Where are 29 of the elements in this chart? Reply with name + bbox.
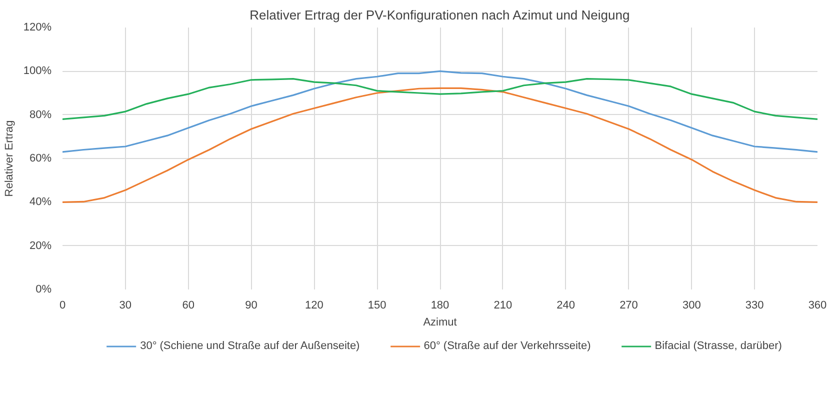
- y-tick-label: 100%: [23, 65, 52, 78]
- x-axis-title: Azimut: [423, 316, 457, 328]
- y-tick-label: 80%: [29, 108, 52, 121]
- x-tick-label: 60: [182, 300, 194, 312]
- x-tick-label: 150: [368, 300, 386, 312]
- x-tick-label: 90: [245, 300, 258, 312]
- line-series: [62, 78, 818, 120]
- x-tick-label: 30: [119, 300, 132, 312]
- line-series: [62, 87, 818, 203]
- y-tick-label: 120%: [23, 22, 52, 34]
- y-tick-label: 60%: [29, 152, 52, 164]
- chart-title: Relativer Ertrag der PV-Konfigurationen nach Azimut und Neigung: [250, 8, 630, 22]
- y-tick-label: 20%: [29, 240, 52, 252]
- x-tick-label: 210: [494, 300, 512, 312]
- y-axis-title: Relativer Ertrag: [3, 120, 16, 197]
- legend-label: 30° (Schiene und Straße auf der Außenseite): [140, 340, 360, 352]
- legend-label: Bifacial (Strasse, darüber): [654, 340, 782, 352]
- x-tick-label: 360: [808, 300, 827, 312]
- x-tick-label: 330: [745, 300, 764, 312]
- x-tick-label: 180: [430, 300, 450, 312]
- x-tick-label: 300: [682, 300, 701, 312]
- y-tick-label: 0%: [36, 284, 52, 296]
- x-tick-label: 240: [556, 300, 576, 312]
- line-series: [62, 70, 818, 153]
- x-tick-label: 0: [59, 300, 66, 312]
- x-tick-label: 120: [304, 300, 324, 312]
- x-tick-label: 270: [620, 300, 638, 312]
- legend-label: 60° (Straße auf der Verkehrsseite): [424, 340, 591, 352]
- y-tick-label: 40%: [29, 196, 52, 208]
